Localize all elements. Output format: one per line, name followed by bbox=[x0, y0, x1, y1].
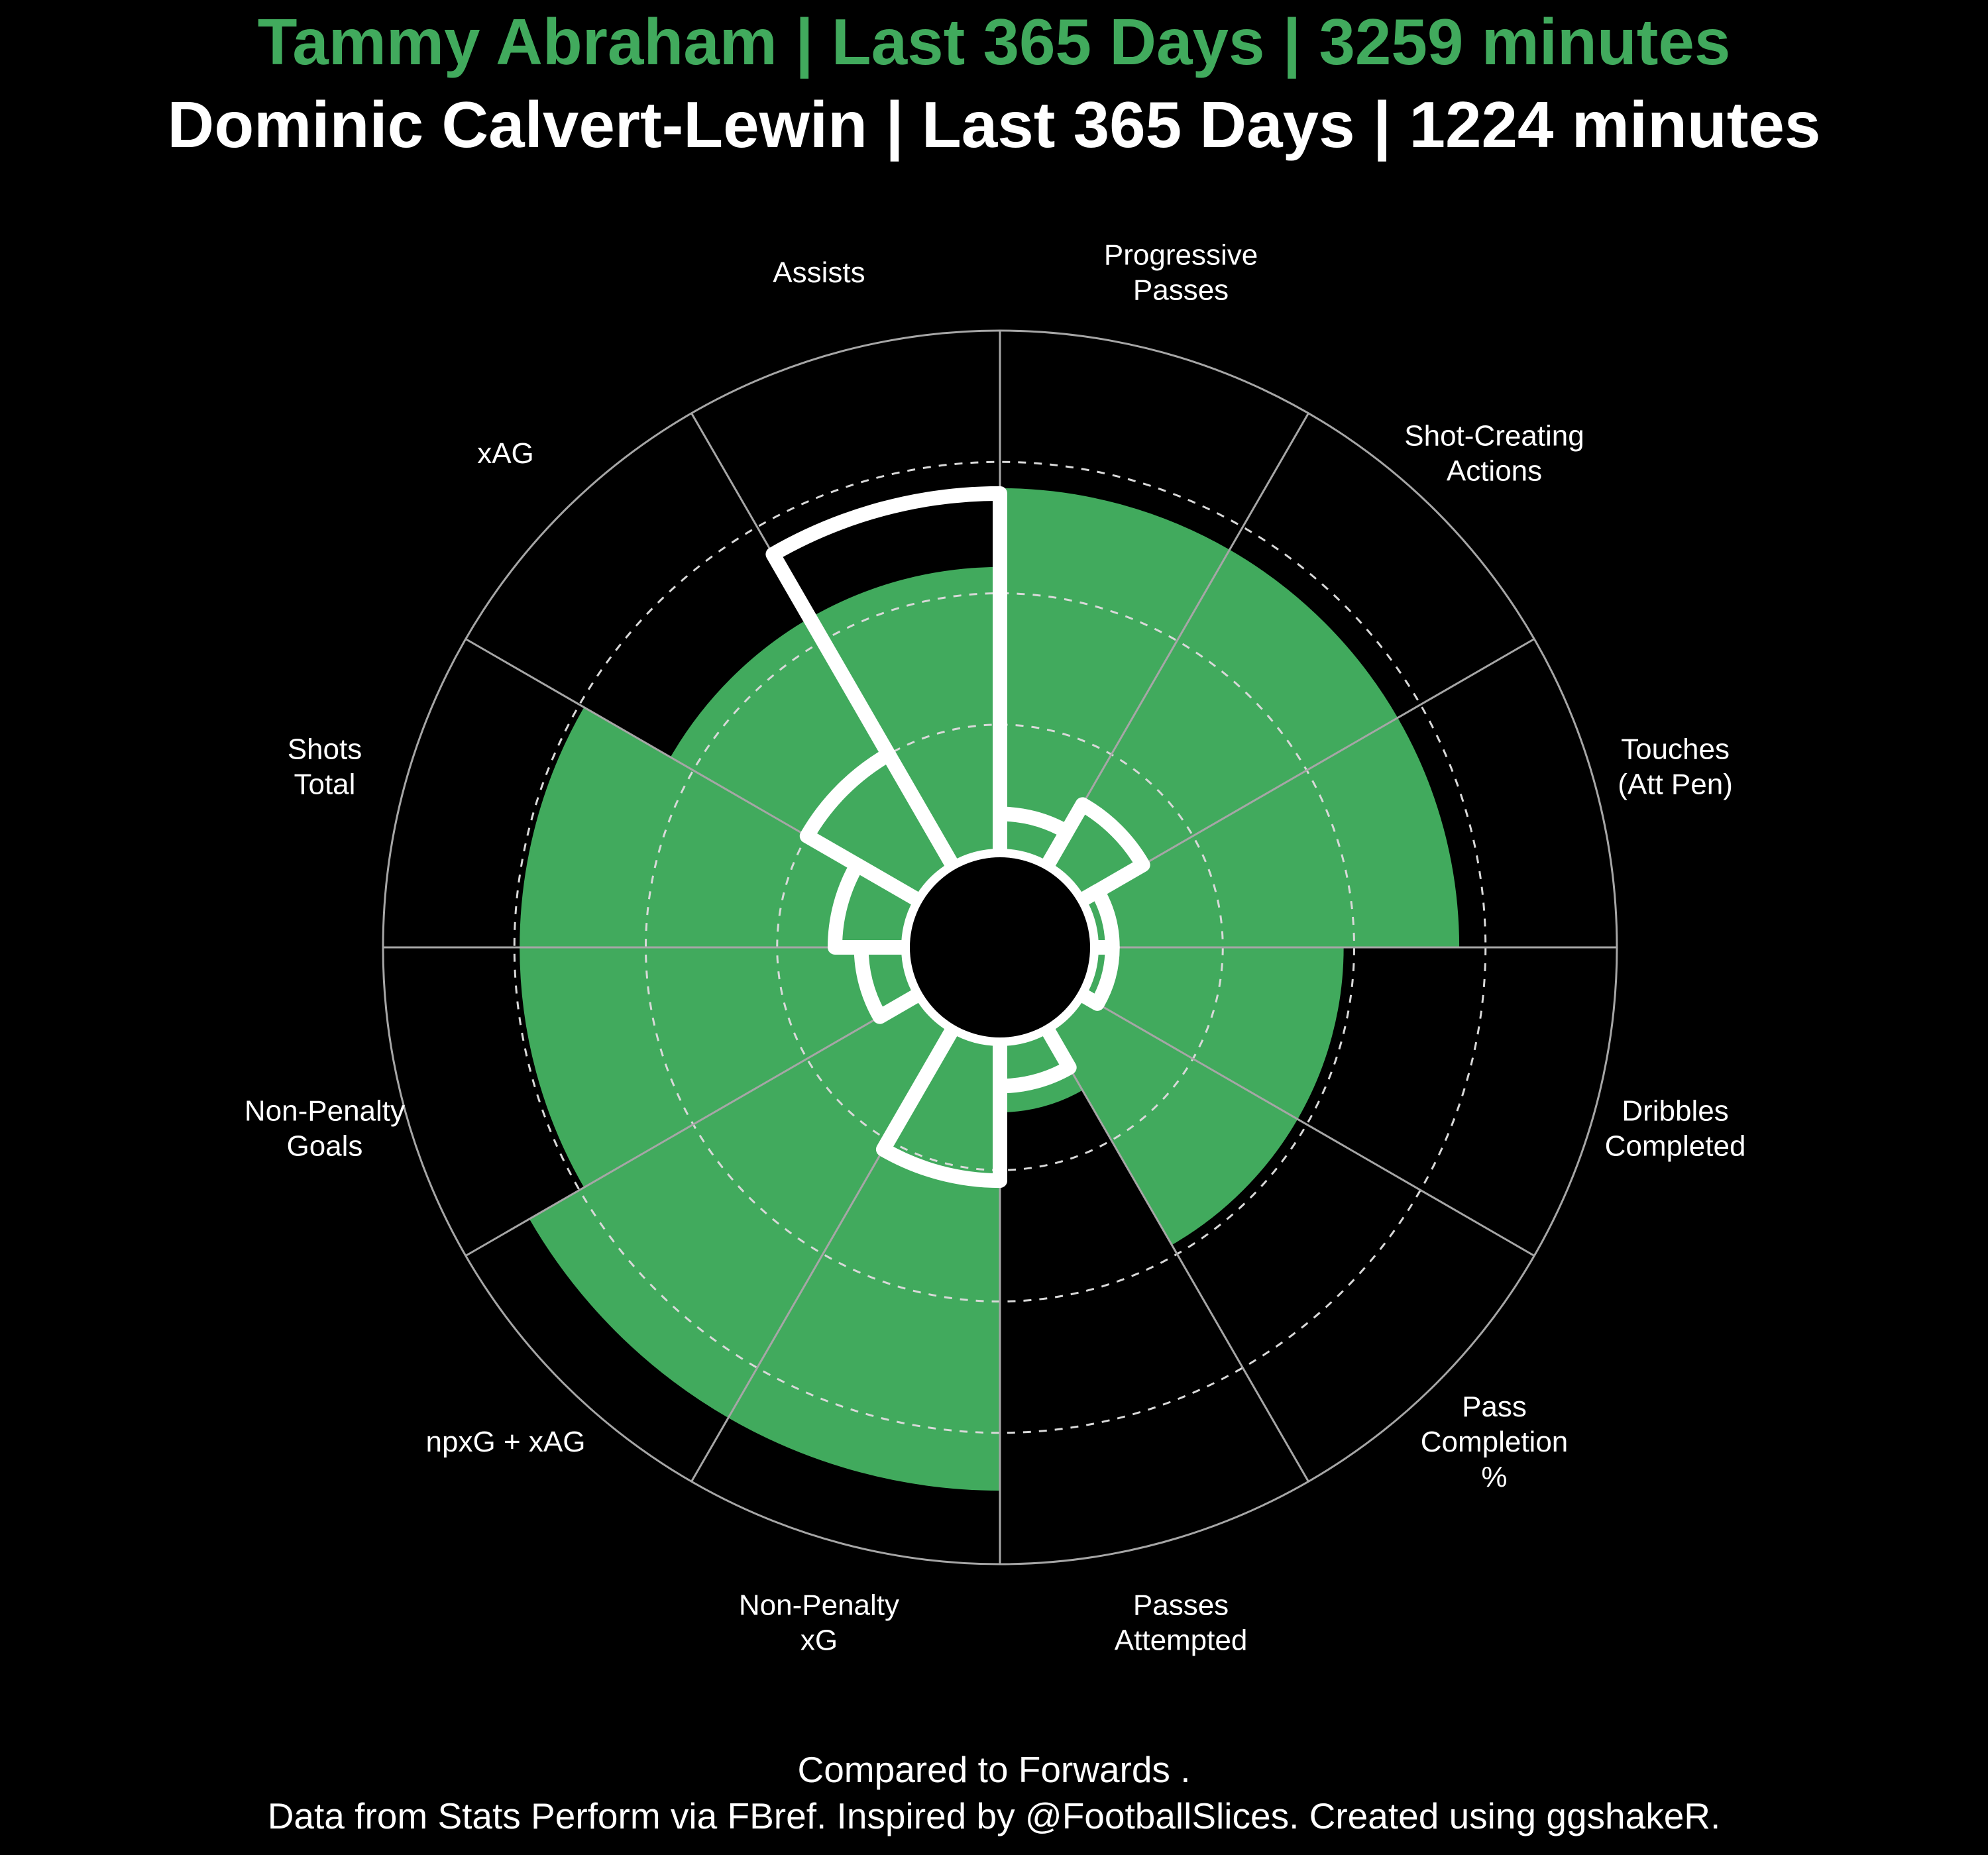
bar-tammy-abraham-xag bbox=[670, 617, 1000, 947]
category-label-shots-total: Shots Total bbox=[288, 733, 362, 800]
source-note: Data from Stats Perform via FBref. Inspi… bbox=[268, 1795, 1721, 1836]
category-label-pass-completion: Pass Completion% bbox=[1421, 1391, 1569, 1493]
category-label-assists: Assists bbox=[773, 256, 865, 289]
bar-tammy-abraham-shots-total bbox=[520, 707, 1000, 947]
bar-tammy-abraham-shot-creating-actions bbox=[1000, 549, 1398, 947]
grid-spoke bbox=[1078, 992, 1535, 1257]
category-label-progressive-passes: Progressive Passes bbox=[1104, 238, 1258, 306]
category-label-npxg-xag: npxG + xAG bbox=[426, 1426, 586, 1458]
bar-tammy-abraham-npxg-xag bbox=[529, 947, 1000, 1418]
grid-spoke bbox=[1044, 1026, 1309, 1483]
bar-tammy-abraham-pass-completion bbox=[1000, 947, 1298, 1246]
category-label-dribbles-completed: Dribbles Completed bbox=[1605, 1095, 1746, 1163]
bar-tammy-abraham-non-penalty-xg bbox=[728, 947, 1000, 1491]
chart-subtitle: Dominic Calvert-Lewin | Last 365 Days | … bbox=[168, 88, 1821, 162]
bar-dominic-calvert-lewin-shot-creating-actions bbox=[1038, 797, 1150, 909]
bar-dominic-calvert-lewin-dribbles-completed bbox=[1072, 940, 1120, 1011]
series-tammy-abraham bbox=[520, 488, 1460, 1491]
category-label-passes-attempted: Passes Attempted bbox=[1115, 1589, 1248, 1657]
category-label-touches-att-pen: Touches (Att Pen) bbox=[1618, 733, 1733, 800]
category-label-non-penalty-xg: Non-Penalty xG bbox=[739, 1589, 899, 1657]
center-hole bbox=[910, 857, 1090, 1037]
category-label-non-penalty-goals: Non-Penalty Goals bbox=[245, 1095, 405, 1163]
grid-spoke bbox=[465, 992, 922, 1257]
category-label-xag: xAG bbox=[477, 437, 534, 470]
bar-dominic-calvert-lewin-non-penalty-xg bbox=[875, 1019, 1007, 1189]
category-labels: Progressive Passes Shot-Creating Actions Tou… bbox=[245, 238, 1746, 1656]
caption: Compared to Forwards . bbox=[798, 1749, 1191, 1790]
bar-tammy-abraham-touches-att-pen bbox=[1000, 717, 1460, 947]
category-label-shot-creating-actions: Shot-Creating Actions bbox=[1404, 420, 1584, 488]
grid-spoke bbox=[1078, 638, 1535, 903]
chart-title: Tammy Abraham | Last 365 Days | 3259 min… bbox=[258, 5, 1731, 80]
series-dominic-calvert-lewin bbox=[765, 486, 1150, 1189]
grid-spoke bbox=[1044, 412, 1309, 869]
bar-dominic-calvert-lewin-assists bbox=[765, 486, 1007, 876]
